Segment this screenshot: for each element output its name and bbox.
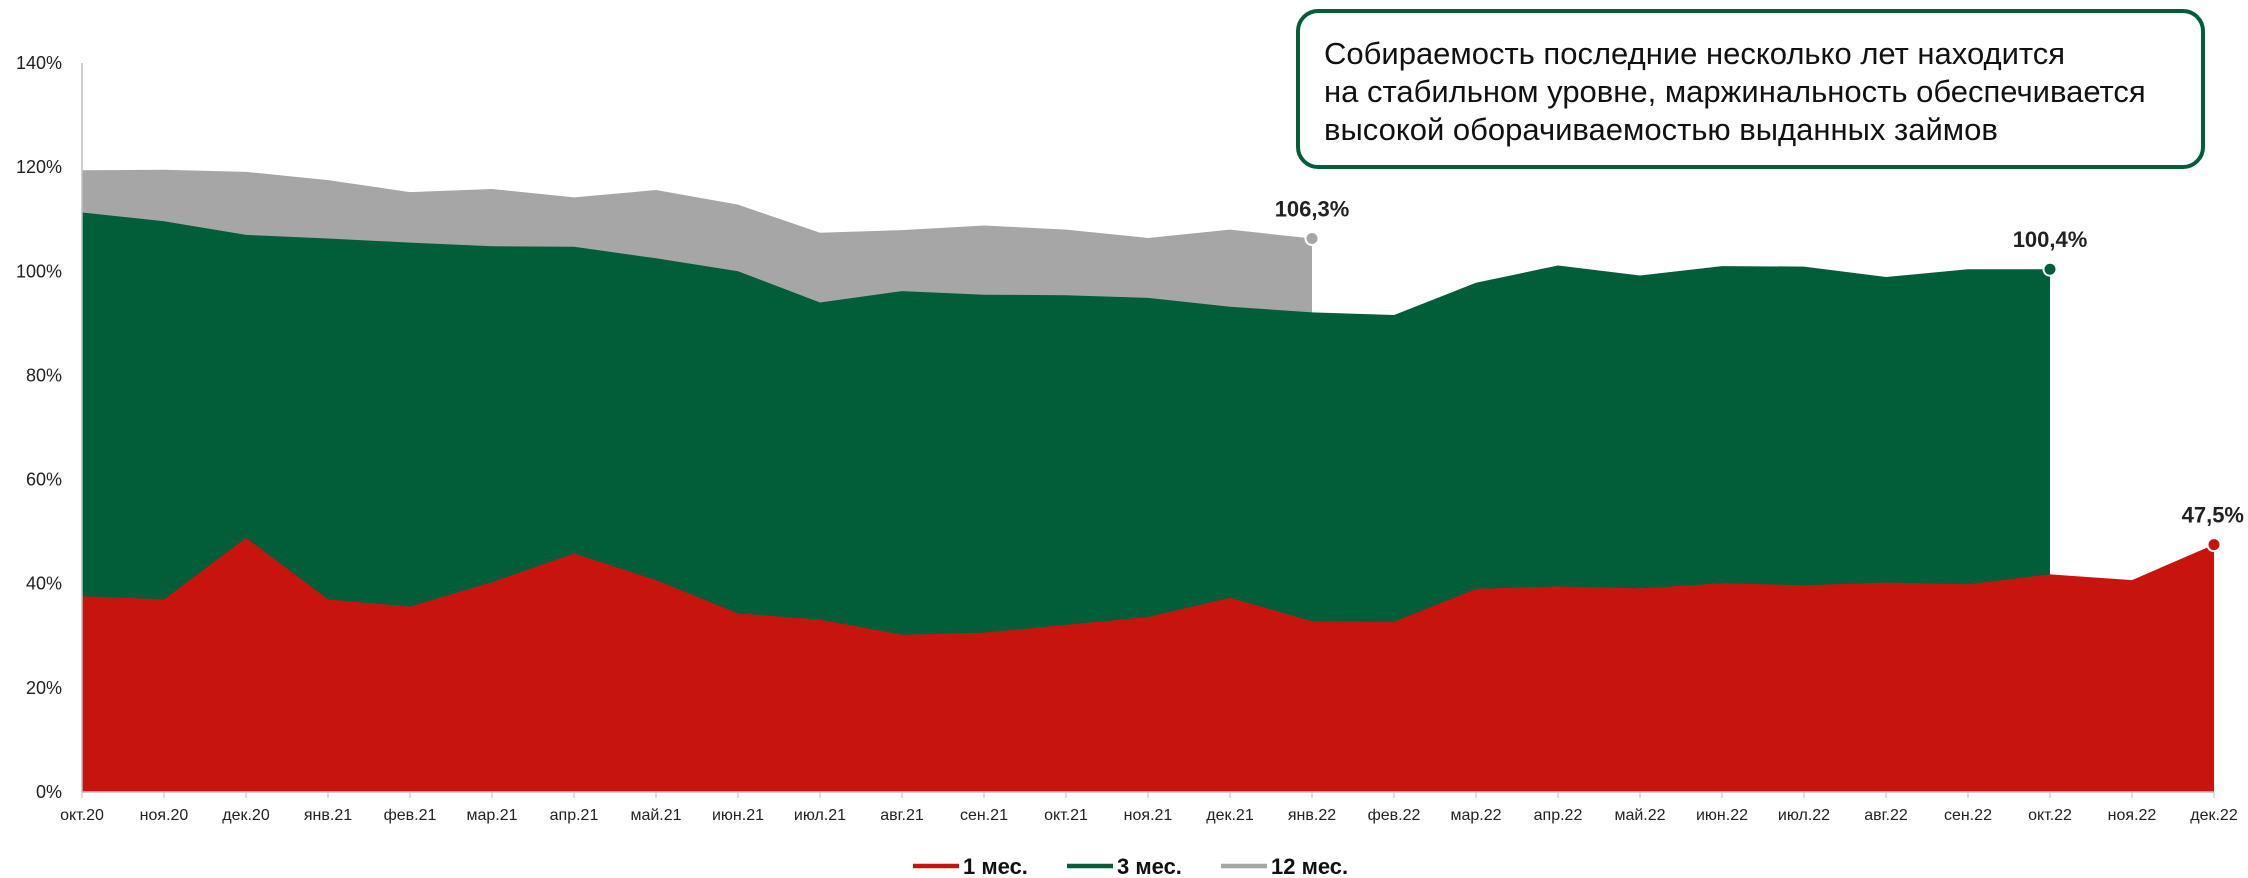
annotation-box: Собираемость последние несколько лет нах… [1296, 9, 2205, 169]
data-label-1-мес: 47,5% [2182, 503, 2244, 528]
x-tick-label: апр.21 [550, 807, 599, 824]
x-tick-label: ноя.21 [1124, 807, 1173, 824]
x-tick-label: дек.20 [222, 807, 270, 824]
x-tick-label: май.21 [630, 807, 681, 824]
x-tick-label: фев.21 [384, 807, 437, 824]
x-tick-label: янв.21 [304, 807, 352, 824]
x-tick-label: окт.22 [2028, 807, 2072, 824]
y-tick-label: 100% [16, 261, 62, 281]
legend-label-3-мес: 3 мес. [1117, 854, 1182, 878]
x-tick-label: окт.20 [60, 807, 104, 824]
x-tick-label: июл.22 [1778, 807, 1830, 824]
y-tick-label: 0% [36, 782, 62, 802]
marker-12-мес [1304, 230, 1320, 246]
legend-label-1-мес: 1 мес. [963, 854, 1028, 878]
legend-label-12-мес: 12 мес. [1271, 854, 1348, 878]
x-tick-label: авг.22 [1864, 807, 1908, 824]
x-tick-label: май.22 [1614, 807, 1665, 824]
x-tick-label: мар.21 [466, 807, 517, 824]
y-tick-label: 20% [26, 678, 62, 698]
x-tick-label: мар.22 [1450, 807, 1501, 824]
y-tick-label: 140% [16, 53, 62, 73]
data-label-12-мес: 106,3% [1275, 196, 1350, 221]
x-tick-label: дек.22 [2190, 807, 2238, 824]
x-tick-label: окт.21 [1044, 807, 1088, 824]
x-tick-label: ноя.20 [140, 807, 189, 824]
y-tick-label: 60% [26, 470, 62, 490]
x-tick-label: фев.22 [1368, 807, 1421, 824]
marker-3-мес [2042, 261, 2058, 277]
x-tick-label: янв.22 [1288, 807, 1336, 824]
y-tick-label: 40% [26, 574, 62, 594]
annotation-line-1: Собираемость последние несколько лет нах… [1324, 36, 2066, 71]
x-tick-label: дек.21 [1206, 807, 1254, 824]
x-tick-label: июн.21 [712, 807, 764, 824]
annotation-line-2: на стабильном уровне, маржинальность обе… [1324, 74, 2146, 109]
x-tick-label: сен.22 [1944, 807, 1992, 824]
area-1-мес [82, 537, 2214, 792]
x-tick-label: ноя.22 [2108, 807, 2157, 824]
x-tick-label: авг.21 [880, 807, 924, 824]
y-tick-label: 80% [26, 365, 62, 385]
x-tick-label: сен.21 [960, 807, 1008, 824]
y-tick-label: 120% [16, 157, 62, 177]
data-label-3-мес: 100,4% [2013, 227, 2088, 252]
x-tick-label: апр.22 [1534, 807, 1583, 824]
marker-1-мес [2206, 537, 2222, 553]
x-tick-label: июн.22 [1696, 807, 1748, 824]
annotation-line-3: высокой оборачиваемостью выданных займов [1324, 112, 1998, 147]
x-tick-label: июл.21 [794, 807, 846, 824]
